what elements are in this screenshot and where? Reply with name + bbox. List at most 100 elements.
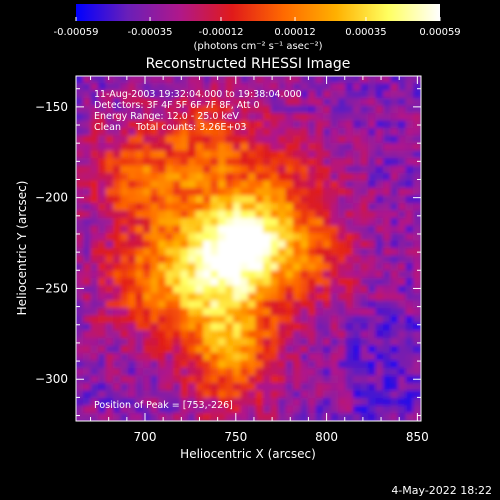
heatmap-cell <box>150 120 159 129</box>
heatmap-cell <box>323 128 332 137</box>
heatmap-cell <box>188 195 197 204</box>
heatmap-cell <box>353 173 362 182</box>
heatmap-cell <box>323 105 332 114</box>
heatmap-cell <box>345 315 354 324</box>
heatmap-cell <box>293 150 302 159</box>
heatmap-cell <box>120 368 129 377</box>
heatmap-cell <box>383 225 392 234</box>
heatmap-cell <box>323 323 332 332</box>
heatmap-cell <box>285 105 294 114</box>
heatmap-cell <box>300 150 309 159</box>
heatmap-cell <box>135 345 144 354</box>
heatmap-cell <box>158 413 167 421</box>
heatmap-cell <box>150 398 159 407</box>
heatmap-cell <box>195 173 204 182</box>
heatmap-cell <box>255 293 264 302</box>
heatmap-cell <box>248 188 257 197</box>
heatmap-cell <box>405 225 414 234</box>
heatmap-cell <box>360 90 369 99</box>
heatmap-cell <box>143 278 152 287</box>
heatmap-cell <box>383 293 392 302</box>
heatmap-cell <box>128 383 137 392</box>
heatmap-cell <box>413 315 421 324</box>
heatmap-cell <box>255 120 264 129</box>
heatmap-cell <box>90 105 99 114</box>
heatmap-cell <box>158 76 167 84</box>
heatmap-cell <box>338 233 347 242</box>
heatmap-cell <box>113 76 122 84</box>
heatmap-cell <box>323 233 332 242</box>
heatmap-cell <box>90 360 99 369</box>
heatmap-cell <box>98 255 107 264</box>
heatmap-cell <box>195 293 204 302</box>
heatmap-cell <box>240 188 249 197</box>
heatmap-cell <box>98 128 107 137</box>
heatmap-cell <box>390 368 399 377</box>
heatmap-cell <box>143 180 152 189</box>
heatmap-cell <box>263 353 272 362</box>
heatmap-cell <box>233 98 242 107</box>
heatmap-cell <box>270 308 279 317</box>
heatmap-cell <box>375 180 384 189</box>
heatmap-cell <box>300 345 309 354</box>
heatmap-cell <box>270 375 279 384</box>
heatmap-cell <box>173 98 182 107</box>
heatmap-cell <box>255 285 264 294</box>
heatmap-cell <box>158 315 167 324</box>
heatmap-cell <box>143 120 152 129</box>
heatmap-cell <box>390 383 399 392</box>
heatmap-cell <box>105 173 114 182</box>
heatmap-cell <box>375 233 384 242</box>
heatmap-cell <box>270 135 279 144</box>
heatmap-cell <box>173 300 182 309</box>
heatmap-cell <box>188 353 197 362</box>
heatmap-cell <box>143 263 152 272</box>
heatmap-cell <box>285 300 294 309</box>
heatmap-cell <box>390 173 399 182</box>
heatmap-cell <box>90 285 99 294</box>
heatmap-cell <box>188 180 197 189</box>
heatmap-cell <box>345 330 354 339</box>
heatmap-cell <box>300 330 309 339</box>
heatmap-cell <box>218 135 227 144</box>
colorbar-ticks: -0.00059 -0.00035 -0.00012 0.00012 0.00035 0.… <box>54 17 461 38</box>
heatmap-cell <box>300 240 309 249</box>
heatmap-cell <box>368 203 377 212</box>
heatmap-cell <box>248 308 257 317</box>
heatmap-cell <box>368 360 377 369</box>
heatmap-cell <box>225 278 234 287</box>
heatmap-cell <box>105 225 114 234</box>
heatmap-cell <box>405 120 414 129</box>
heatmap-cell <box>113 390 122 399</box>
heatmap-cell <box>285 150 294 159</box>
heatmap-cell <box>390 158 399 167</box>
heatmap-cell <box>225 308 234 317</box>
heatmap-cell <box>128 375 137 384</box>
heatmap-cell <box>338 90 347 99</box>
colorbar-tick-label: 0.00012 <box>274 27 315 38</box>
heatmap-cell <box>345 128 354 137</box>
heatmap-cell <box>240 345 249 354</box>
heatmap-cell <box>405 345 414 354</box>
heatmap-cell <box>398 360 407 369</box>
heatmap-cell <box>188 225 197 234</box>
heatmap-cell <box>158 263 167 272</box>
heatmap-cell <box>143 158 152 167</box>
heatmap-cell <box>180 285 189 294</box>
heatmap-cell <box>113 300 122 309</box>
heatmap-cell <box>293 323 302 332</box>
heatmap-cell <box>105 248 114 257</box>
heatmap-cell <box>323 255 332 264</box>
heatmap-cell <box>315 308 324 317</box>
heatmap-cell <box>360 308 369 317</box>
heatmap-cell <box>165 293 174 302</box>
heatmap-cell <box>128 255 137 264</box>
heatmap-cell <box>285 353 294 362</box>
heatmap-cell <box>323 98 332 107</box>
heatmap-cell <box>383 255 392 264</box>
heatmap-cell <box>353 413 362 421</box>
heatmap-cell <box>285 165 294 174</box>
heatmap-cell <box>278 180 287 189</box>
heatmap-cell <box>383 263 392 272</box>
heatmap-cell <box>218 150 227 159</box>
